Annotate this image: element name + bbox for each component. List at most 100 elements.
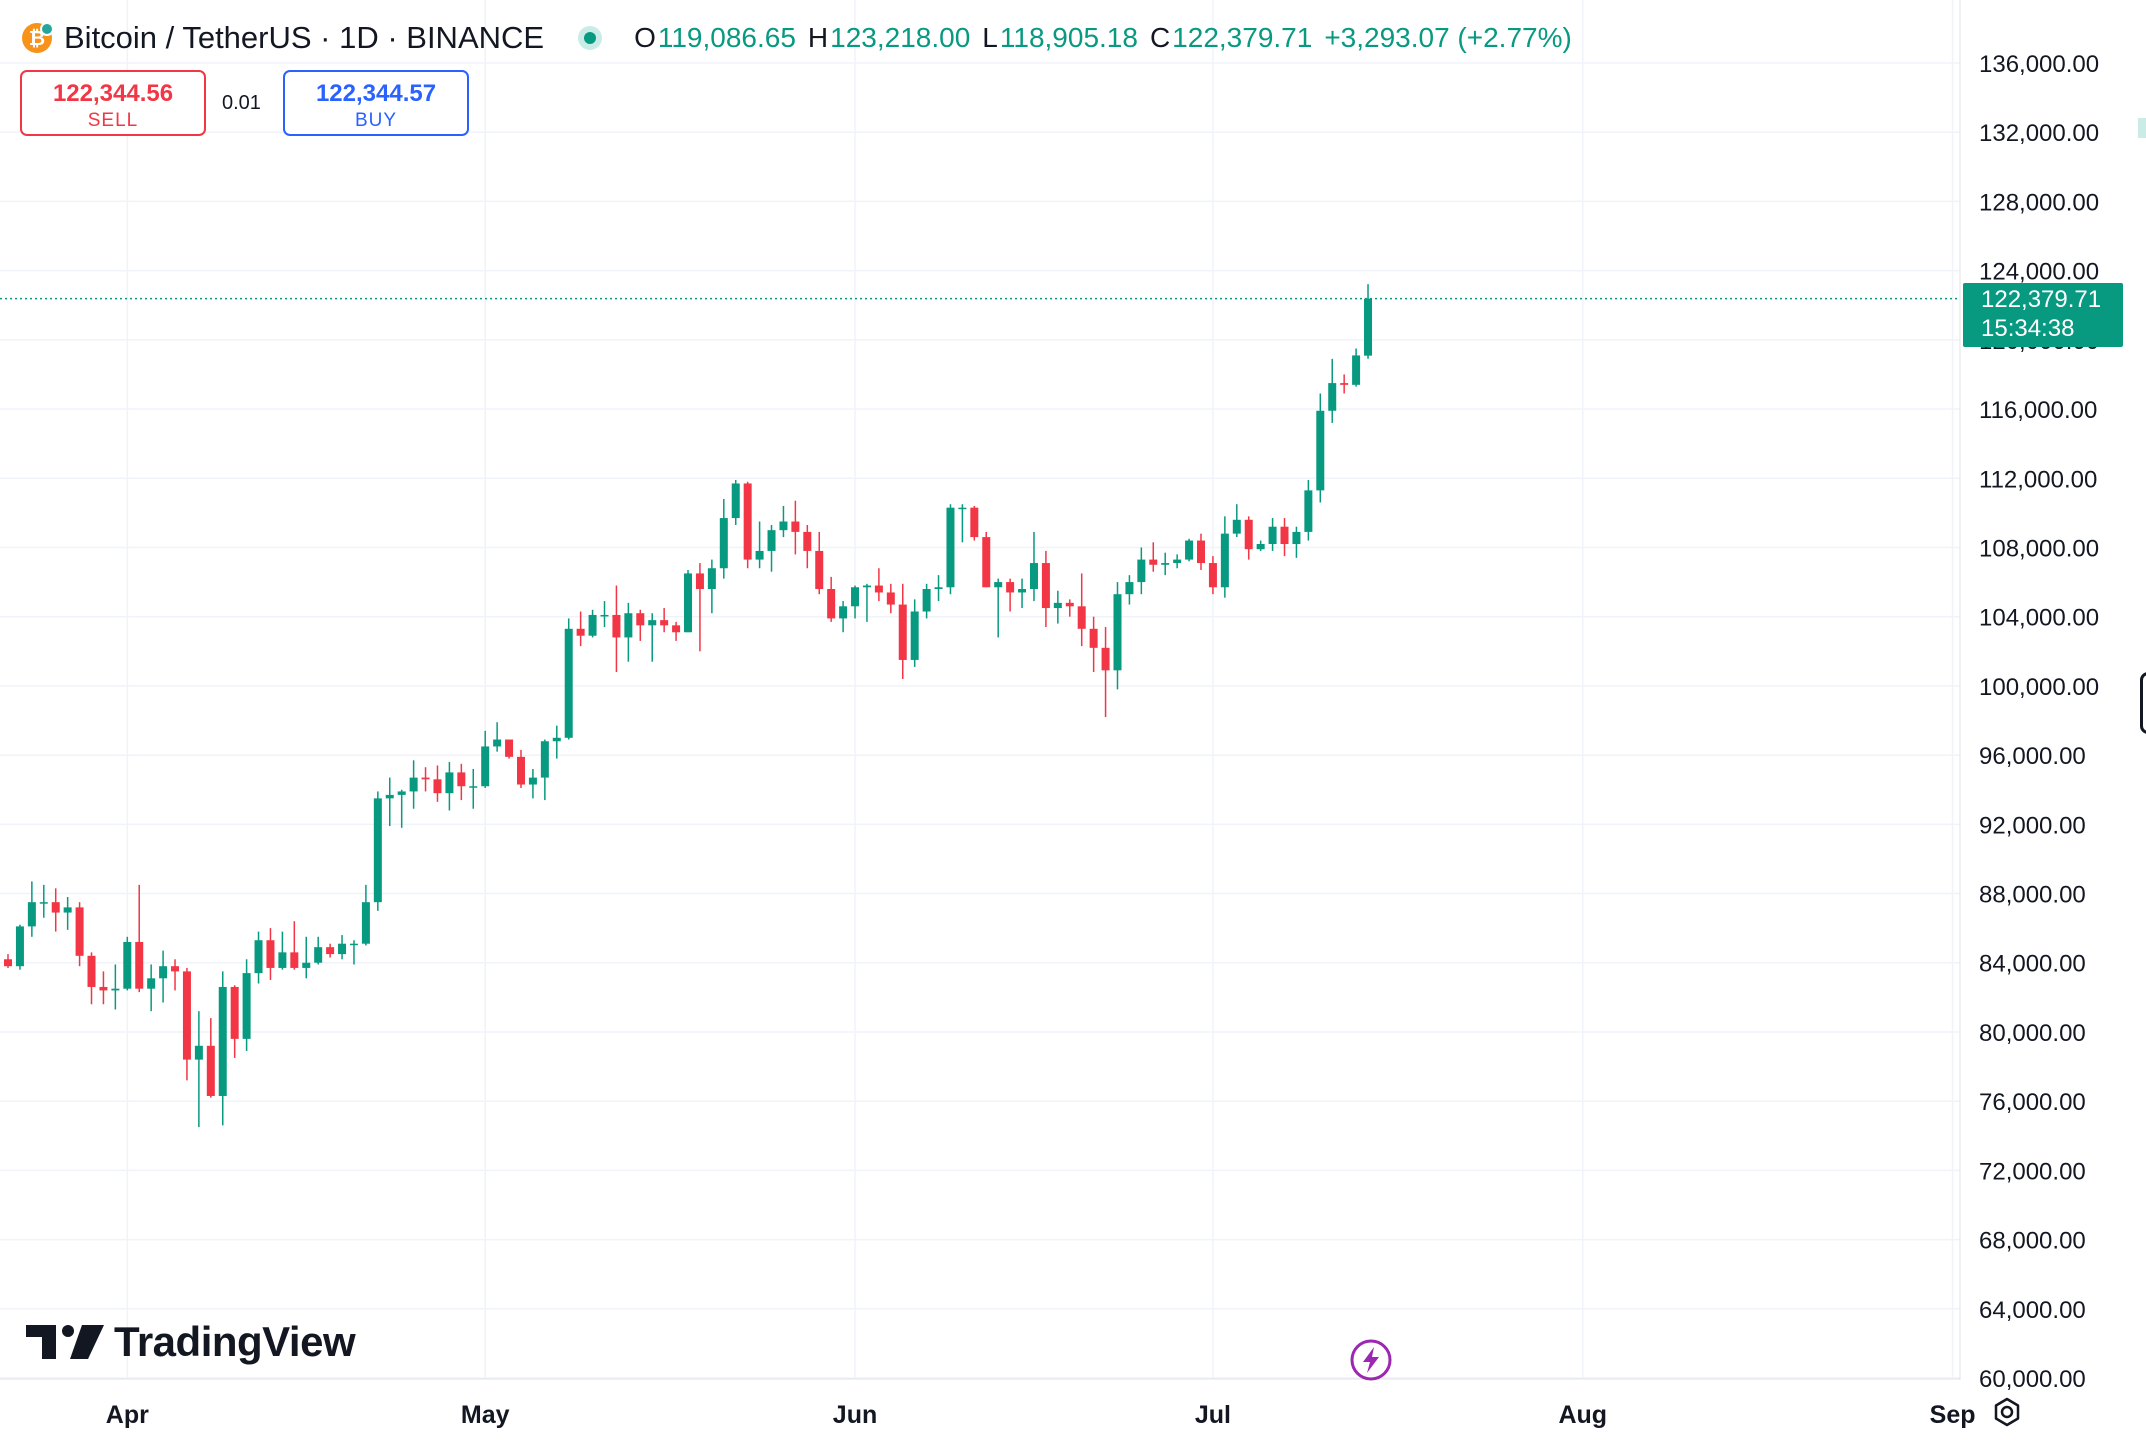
- candle-body: [1256, 544, 1265, 550]
- candle-body: [194, 1045, 203, 1060]
- candle: [540, 739, 549, 801]
- candle: [1018, 578, 1027, 609]
- candle: [1256, 540, 1265, 551]
- candle-body: [695, 573, 704, 589]
- last-price-tag: 122,379.71 15:34:38: [1963, 282, 2123, 347]
- candle: [898, 583, 907, 679]
- tradingview-logo[interactable]: TradingView: [26, 1318, 356, 1366]
- candle: [1101, 627, 1110, 718]
- candle-body: [1006, 582, 1015, 593]
- candle-body: [1125, 582, 1134, 595]
- y-tick-label: 68,000.00: [1979, 1228, 2086, 1255]
- candle-body: [851, 587, 860, 607]
- candle: [779, 505, 788, 538]
- price-axis[interactable]: 136,000.00 132,000.00 128,000.00 124,000.00…: [1979, 51, 2099, 1393]
- candle: [552, 725, 561, 759]
- candle-body: [123, 941, 132, 989]
- candle-body: [564, 628, 573, 738]
- buy-label: BUY: [354, 110, 398, 131]
- close-label: C: [1149, 22, 1171, 53]
- candle: [1340, 374, 1349, 394]
- candle: [194, 1011, 203, 1128]
- candle: [27, 881, 36, 937]
- candle-body: [600, 614, 609, 617]
- candle: [242, 959, 251, 1051]
- candle: [600, 601, 609, 628]
- y-tick-label: 136,000.00: [1979, 51, 2099, 78]
- candle-body: [862, 585, 871, 588]
- candle: [1185, 538, 1194, 562]
- candle-body: [1292, 531, 1301, 545]
- close-value: 122,379.71: [1172, 22, 1313, 53]
- lightning-icon[interactable]: [1349, 1338, 1393, 1382]
- candle-body: [1232, 519, 1241, 534]
- candle-body: [719, 518, 728, 569]
- candle-body: [1352, 355, 1361, 385]
- y-tick-label: 116,000.00: [1979, 397, 2097, 424]
- candle: [958, 504, 967, 543]
- tradingview-logo-icon: [26, 1325, 104, 1359]
- candle: [1208, 556, 1217, 595]
- candle-body: [361, 902, 370, 944]
- candle: [910, 599, 919, 667]
- candle-body: [1280, 526, 1289, 545]
- candle: [516, 749, 525, 788]
- candle: [970, 505, 979, 541]
- candle-body: [1137, 559, 1146, 583]
- candle: [206, 1018, 215, 1098]
- candle: [1197, 533, 1205, 570]
- candle: [111, 964, 120, 1010]
- candle-body: [254, 940, 263, 974]
- candle-body: [612, 614, 621, 638]
- spread-value: 0.01: [222, 92, 261, 114]
- candle: [63, 896, 72, 930]
- candle-body: [326, 947, 335, 955]
- y-tick-label: 88,000.00: [1979, 882, 2086, 909]
- time-axis[interactable]: Apr May Jun Jul Aug Sep: [106, 1401, 1976, 1429]
- candle-body: [1197, 540, 1205, 564]
- candle: [182, 967, 191, 1081]
- candle: [767, 524, 776, 572]
- candle: [51, 888, 60, 932]
- candle-body: [159, 966, 168, 979]
- candle: [660, 608, 669, 633]
- candle-body: [1029, 563, 1038, 589]
- low-value: 118,905.18: [999, 22, 1138, 53]
- candle: [1125, 575, 1134, 605]
- buy-price: 122,344.57: [315, 80, 437, 107]
- candle: [433, 765, 442, 802]
- low-label: L: [982, 22, 998, 53]
- candle: [1161, 552, 1170, 576]
- sell-button[interactable]: 122,344.56 SELL: [20, 70, 206, 136]
- market-open-status-icon: [578, 26, 603, 50]
- y-tick-label: 128,000.00: [1979, 189, 2099, 216]
- candle: [445, 762, 454, 811]
- candle: [851, 585, 860, 619]
- candle-body: [397, 791, 406, 795]
- x-tick-label: Aug: [1558, 1401, 1607, 1429]
- candle-body: [75, 907, 84, 956]
- candle: [4, 954, 12, 968]
- y-tick-label: 84,000.00: [1979, 951, 2086, 978]
- x-tick-label: Jul: [1195, 1401, 1231, 1429]
- buy-button[interactable]: 122,344.57 BUY: [283, 70, 469, 136]
- symbol-title[interactable]: Bitcoin / TetherUS · 1D · BINANCE: [64, 20, 545, 55]
- candle: [672, 621, 681, 641]
- candle-body: [493, 739, 502, 747]
- candle: [87, 952, 96, 1005]
- candle-body: [1268, 526, 1277, 545]
- candle-body: [230, 986, 239, 1039]
- candle: [588, 609, 597, 638]
- candle: [612, 585, 621, 673]
- candle: [1352, 348, 1361, 387]
- candle: [373, 791, 382, 911]
- scroll-handle[interactable]: [2140, 672, 2146, 734]
- candle-body: [1244, 519, 1253, 550]
- candle: [994, 578, 1003, 638]
- candle-body: [39, 902, 48, 904]
- candle: [648, 613, 657, 662]
- candle-body: [910, 611, 919, 660]
- candle-body: [4, 959, 12, 967]
- settings-icon[interactable]: [1991, 1396, 2023, 1428]
